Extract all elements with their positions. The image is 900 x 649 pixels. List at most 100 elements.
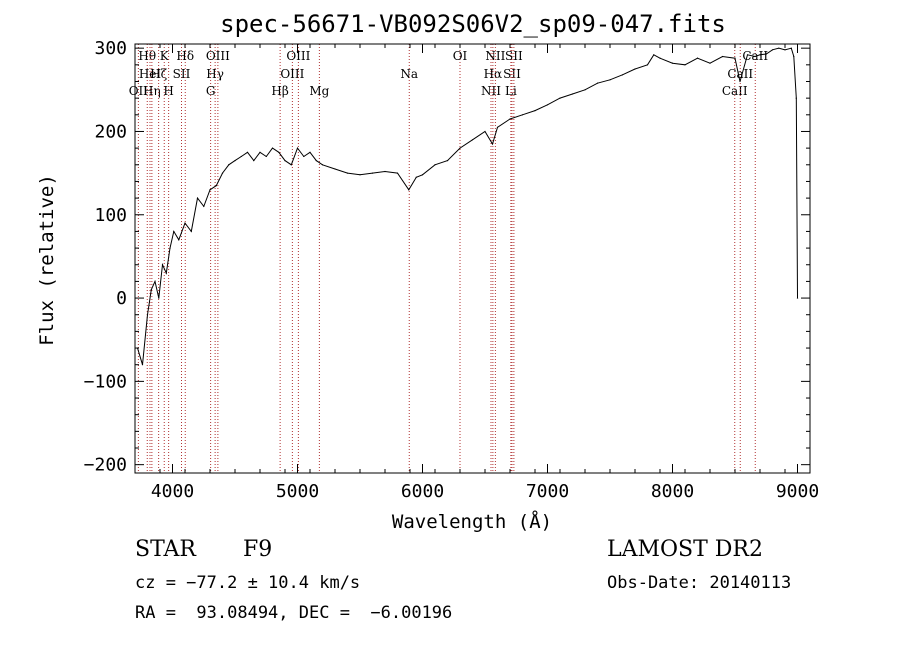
x-tick-label: 8000 [651,481,694,502]
line-marker-label: OIII [280,67,304,81]
spectrum-point [739,80,741,83]
plot-frame [134,43,811,474]
y-tick-label: 100 [94,205,127,226]
x-axis-label: Wavelength (Å) [392,510,552,533]
spectrum-point [303,155,305,158]
spectrum-point [534,110,536,112]
line-marker-label: Hγ [206,67,224,81]
line-marker-label: Hη [143,84,161,98]
x-tick-label: 5000 [276,481,319,502]
spectrum-point [653,54,655,56]
spectrum-point [150,289,152,291]
line-marker-label: OIII [206,49,230,63]
spectrum-point [315,160,317,162]
spectrum-point [221,172,224,174]
y-tick-label: −200 [84,455,127,476]
spectrum-point [284,160,286,162]
x-tick-label: 4000 [151,481,194,502]
spectrum-point [173,230,175,233]
spectrum-point [546,104,549,106]
line-marker-label: SII [505,49,523,63]
spectrum-point [793,55,795,58]
spectrum-point [759,54,761,56]
spectrum-point [696,57,699,59]
line-marker-label: Mg [309,84,329,98]
line-marker-label: Hα [484,67,503,81]
spectrum-point [196,197,199,199]
spectrum-point [609,79,611,81]
spectrum-point [309,151,311,153]
spectrum-point [446,160,449,162]
spectrum-point [228,164,230,166]
spectrum-point [421,174,424,176]
spectrum-point [671,62,674,64]
spectrum-point [359,174,361,176]
spectrum-point [209,189,211,191]
y-tick-label: 300 [94,38,127,59]
spectrum-point [271,147,274,149]
emission-line-markers: OIIHθHeIHηHζKHSIIHδGHγOIIIHβOIIIOIIIMgNa… [129,44,768,473]
line-marker-label: Na [400,67,418,81]
line-marker-label: HeI [139,67,162,81]
survey-name: LAMOST DR2 [607,537,763,562]
spectrum-point [596,82,599,84]
line-marker-label: OI [453,49,468,63]
x-tick-label: 6000 [401,481,444,502]
spectrum-point [796,297,799,299]
spectrum-point [754,55,756,58]
line-marker-label: SII [503,67,521,81]
spectrum-point [321,164,324,166]
spectrum-point [684,64,686,66]
x-tick-label: 9000 [776,481,819,502]
spectrum-point [734,57,736,59]
x-tick-label: 7000 [526,481,569,502]
observation-date: Obs-Date: 20140113 [607,573,792,593]
spectrum-point [161,264,164,266]
spectrum-point [790,47,792,49]
spectrum-point [765,53,767,55]
spectrum-point [178,239,180,241]
y-axis-label: Flux (relative) [36,174,58,346]
spectrum-point [259,151,261,153]
line-marker-label: OII [129,84,149,98]
spectrum-point [415,176,417,178]
spectrum-point [146,314,149,316]
line-marker-label: OIII [286,49,310,63]
spectrum-point [721,55,724,58]
y-tick-label: −100 [84,371,127,392]
spectrum-point [240,155,242,158]
line-marker-label: G [206,84,216,98]
spectrum-point [158,297,160,299]
object-subclass: F9 [243,537,273,562]
redshift-velocity: cz = −77.2 ± 10.4 km/s [135,573,361,593]
line-marker-label: Hδ [176,49,194,63]
y-tick-label: 0 [116,288,127,309]
spectrum-point [184,222,186,224]
line-marker-label: NII [485,49,505,63]
spectrum-point [795,97,797,99]
spectrum-point [571,93,574,95]
spectrum-point [634,68,636,70]
y-tick-label: 200 [94,121,127,142]
spectrum-point [290,164,292,166]
spectrum-point [584,89,586,91]
spectrum-point [346,172,349,174]
line-marker-label: CaII [727,67,753,81]
spectrum-point [471,139,474,141]
line-marker-label: Li [505,84,517,98]
line-marker-label: Hβ [271,84,288,98]
spectrum-point [709,62,711,64]
chart-title: spec-56671-VB092S06V2_sp09-047.fits [220,10,726,38]
spectrum-point [384,170,386,173]
axis-ticks: 4000 5000 6000 7000 8000 9000 −200 −100 0 100 200 3… [84,38,820,502]
spectrum-line [137,47,798,365]
spectrum-point [771,49,774,51]
spectrum-point [253,160,255,162]
line-marker-label: H [163,84,173,98]
spectrum-point [246,151,249,153]
spectrum-point [496,126,499,128]
line-marker-label: K [160,49,170,63]
line-marker-label: NII [481,84,501,98]
line-marker-label: CaII [722,84,748,98]
